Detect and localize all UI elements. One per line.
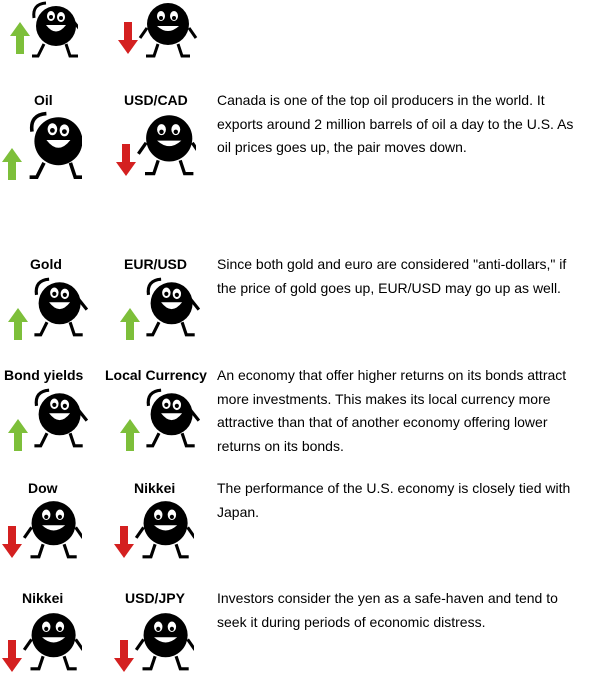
down-trend-character-icon xyxy=(114,498,194,564)
down-trend-character-icon xyxy=(2,610,82,676)
up-trend-character-icon xyxy=(8,0,78,60)
down-trend-character-icon xyxy=(116,112,196,186)
left-asset-label: Bond yields xyxy=(4,367,84,383)
left-asset-label: Nikkei xyxy=(22,590,64,606)
relationship-description: An economy that offer higher returns on … xyxy=(217,367,567,454)
up-trend-character-icon xyxy=(8,276,88,342)
left-asset-label: Dow xyxy=(28,480,58,496)
left-asset-label: Gold xyxy=(30,256,62,272)
relationship-description: Canada is one of the top oil producers i… xyxy=(217,92,574,155)
relationship-description: Investors consider the yen as a safe-hav… xyxy=(217,590,558,630)
up-trend-character-icon xyxy=(8,387,88,453)
down-trend-character-icon xyxy=(114,610,194,676)
up-trend-character-icon xyxy=(120,276,200,342)
down-trend-character-icon xyxy=(2,498,82,564)
right-asset-label: Nikkei xyxy=(134,480,176,496)
right-asset-label: USD/CAD xyxy=(124,92,188,108)
up-trend-character-icon xyxy=(2,110,82,186)
relationship-description: The performance of the U.S. economy is c… xyxy=(217,480,571,520)
up-trend-character-icon xyxy=(120,387,200,453)
relationship-description: Since both gold and euro are considered … xyxy=(217,256,567,296)
down-trend-character-icon xyxy=(118,0,198,60)
left-asset-label: Oil xyxy=(34,92,53,108)
right-asset-label: USD/JPY xyxy=(125,590,185,606)
right-asset-label: EUR/USD xyxy=(124,256,188,272)
right-asset-label: Local Currency xyxy=(105,367,207,383)
